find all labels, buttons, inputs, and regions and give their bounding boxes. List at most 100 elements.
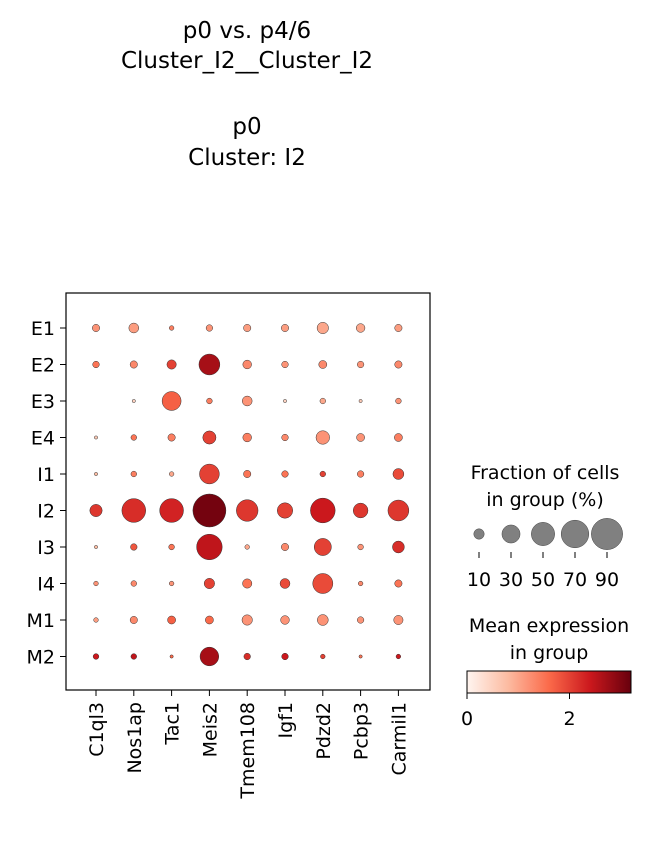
dot-m2-c1ql3 <box>92 653 100 660</box>
y-label-e1: E1 <box>31 318 55 340</box>
dot-e3-nos1ap <box>131 399 136 403</box>
y-label-m1: M1 <box>27 610 55 632</box>
x-label-pdzd2: Pdzd2 <box>313 702 335 760</box>
dot-i1-pcbp3 <box>357 470 365 478</box>
dot-e4-tmem108 <box>242 432 252 443</box>
dot-i3-nos1ap <box>130 543 138 551</box>
dot-m1-carmil1 <box>393 615 404 625</box>
dot-i1-carmil1 <box>392 468 405 480</box>
y-label-e4: E4 <box>31 428 55 450</box>
dot-m2-nos1ap <box>130 653 137 660</box>
dot-m2-tac1 <box>169 654 174 659</box>
dot-e3-pdzd2 <box>319 397 326 405</box>
dot-i4-igf1 <box>279 578 291 589</box>
dot-e1-c1ql3 <box>92 324 100 332</box>
size-legend-label-90: 90 <box>595 569 619 591</box>
dot-i4-meis2 <box>203 578 215 589</box>
dot-i1-c1ql3 <box>94 472 98 476</box>
dot-layer <box>89 322 410 667</box>
colorbar-label-0: 0 <box>461 708 473 730</box>
x-label-nos1ap: Nos1ap <box>124 702 146 774</box>
plot-frame <box>65 292 431 691</box>
y-label-i2: I2 <box>37 501 55 523</box>
size-legend-title-line-1: Fraction of cells <box>471 462 620 484</box>
dot-i2-c1ql3 <box>89 504 103 517</box>
dot-e2-pcbp3 <box>357 360 365 369</box>
x-label-tmem108: Tmem108 <box>237 702 259 800</box>
y-axis: E1 E2 E3 E4 I1 I2 I3 I4 M1 M2 <box>27 318 66 669</box>
size-legend: Fraction of cells in group (%) 10 30 50 70 9… <box>467 462 623 591</box>
dot-e3-tac1 <box>161 391 182 411</box>
y-label-i1: I1 <box>37 464 55 486</box>
dot-m2-meis2 <box>199 646 219 667</box>
color-legend-title-line-2: in group <box>510 642 589 664</box>
dot-i2-pdzd2 <box>310 497 336 524</box>
dot-i2-meis2 <box>192 493 227 528</box>
dot-m1-igf1 <box>280 615 290 625</box>
dot-e2-igf1 <box>281 360 289 369</box>
dot-e2-tmem108 <box>242 359 252 370</box>
dot-e4-meis2 <box>202 430 217 445</box>
y-label-m2: M2 <box>27 647 55 669</box>
dot-e3-tmem108 <box>242 395 253 407</box>
dot-i4-pdzd2 <box>312 573 334 594</box>
dot-i4-carmil1 <box>394 579 403 588</box>
dot-i2-nos1ap <box>121 498 146 523</box>
title-line-1: p0 vs. p4/6 <box>183 18 311 44</box>
dot-m1-pdzd2 <box>317 614 329 626</box>
colorbar-label-2: 2 <box>563 708 575 730</box>
size-legend-label-50: 50 <box>531 569 555 591</box>
x-label-tac1: Tac1 <box>162 702 184 746</box>
dot-i4-tmem108 <box>242 578 253 589</box>
dot-i4-c1ql3 <box>93 580 99 587</box>
dot-e1-tmem108 <box>243 324 252 332</box>
size-legend-label-70: 70 <box>563 569 587 591</box>
dot-e1-igf1 <box>281 324 289 332</box>
dot-i3-igf1 <box>281 543 289 551</box>
dot-i1-nos1ap <box>130 470 137 478</box>
dot-e1-carmil1 <box>394 324 403 332</box>
dot-e4-nos1ap <box>130 434 137 441</box>
dot-e2-meis2 <box>198 353 221 376</box>
y-label-e3: E3 <box>31 391 55 413</box>
dot-i2-tac1 <box>159 498 184 523</box>
dot-e1-meis2 <box>205 324 213 332</box>
dot-i3-carmil1 <box>392 540 405 554</box>
dot-e4-pcbp3 <box>356 433 365 442</box>
dot-e4-pdzd2 <box>315 430 330 445</box>
dot-m1-tac1 <box>167 615 176 625</box>
x-label-carmil1: Carmil1 <box>388 702 410 776</box>
size-legend-dot-70 <box>560 519 590 549</box>
dot-e2-tac1 <box>166 359 177 370</box>
dot-i3-meis2 <box>196 533 223 561</box>
y-label-e2: E2 <box>31 355 55 377</box>
dot-e3-igf1 <box>283 399 287 403</box>
x-axis: C1ql3 Nos1ap Tac1 Meis2 Tmem108 Igf1 Pdzd2 Pcbp… <box>86 690 410 800</box>
title-line-4: Cluster: I2 <box>188 145 306 171</box>
title-line-3: p0 <box>232 114 261 140</box>
dot-e2-pdzd2 <box>318 360 328 369</box>
x-label-pcbp3: Pcbp3 <box>351 702 373 760</box>
dot-e2-carmil1 <box>394 360 403 369</box>
dot-m2-carmil1 <box>395 653 401 660</box>
dot-m2-igf1 <box>281 652 289 661</box>
dot-m2-pdzd2 <box>320 653 326 660</box>
dot-i3-pdzd2 <box>313 538 332 556</box>
colorbar <box>466 670 632 694</box>
y-label-i3: I3 <box>37 537 55 559</box>
dot-e3-meis2 <box>206 397 213 405</box>
color-legend-title-line-1: Mean expression <box>469 615 629 637</box>
dot-i1-pdzd2 <box>319 470 326 478</box>
dot-e4-tac1 <box>167 433 176 442</box>
y-label-i4: I4 <box>37 574 55 596</box>
dot-i2-pcbp3 <box>352 502 369 519</box>
dot-m1-meis2 <box>205 615 214 625</box>
dot-m1-nos1ap <box>129 616 138 624</box>
dot-i1-igf1 <box>281 470 289 478</box>
size-legend-title-line-2: in group (%) <box>486 489 603 511</box>
dot-i2-tmem108 <box>236 499 259 522</box>
dot-i4-nos1ap <box>130 580 137 587</box>
dot-e4-igf1 <box>281 433 289 442</box>
